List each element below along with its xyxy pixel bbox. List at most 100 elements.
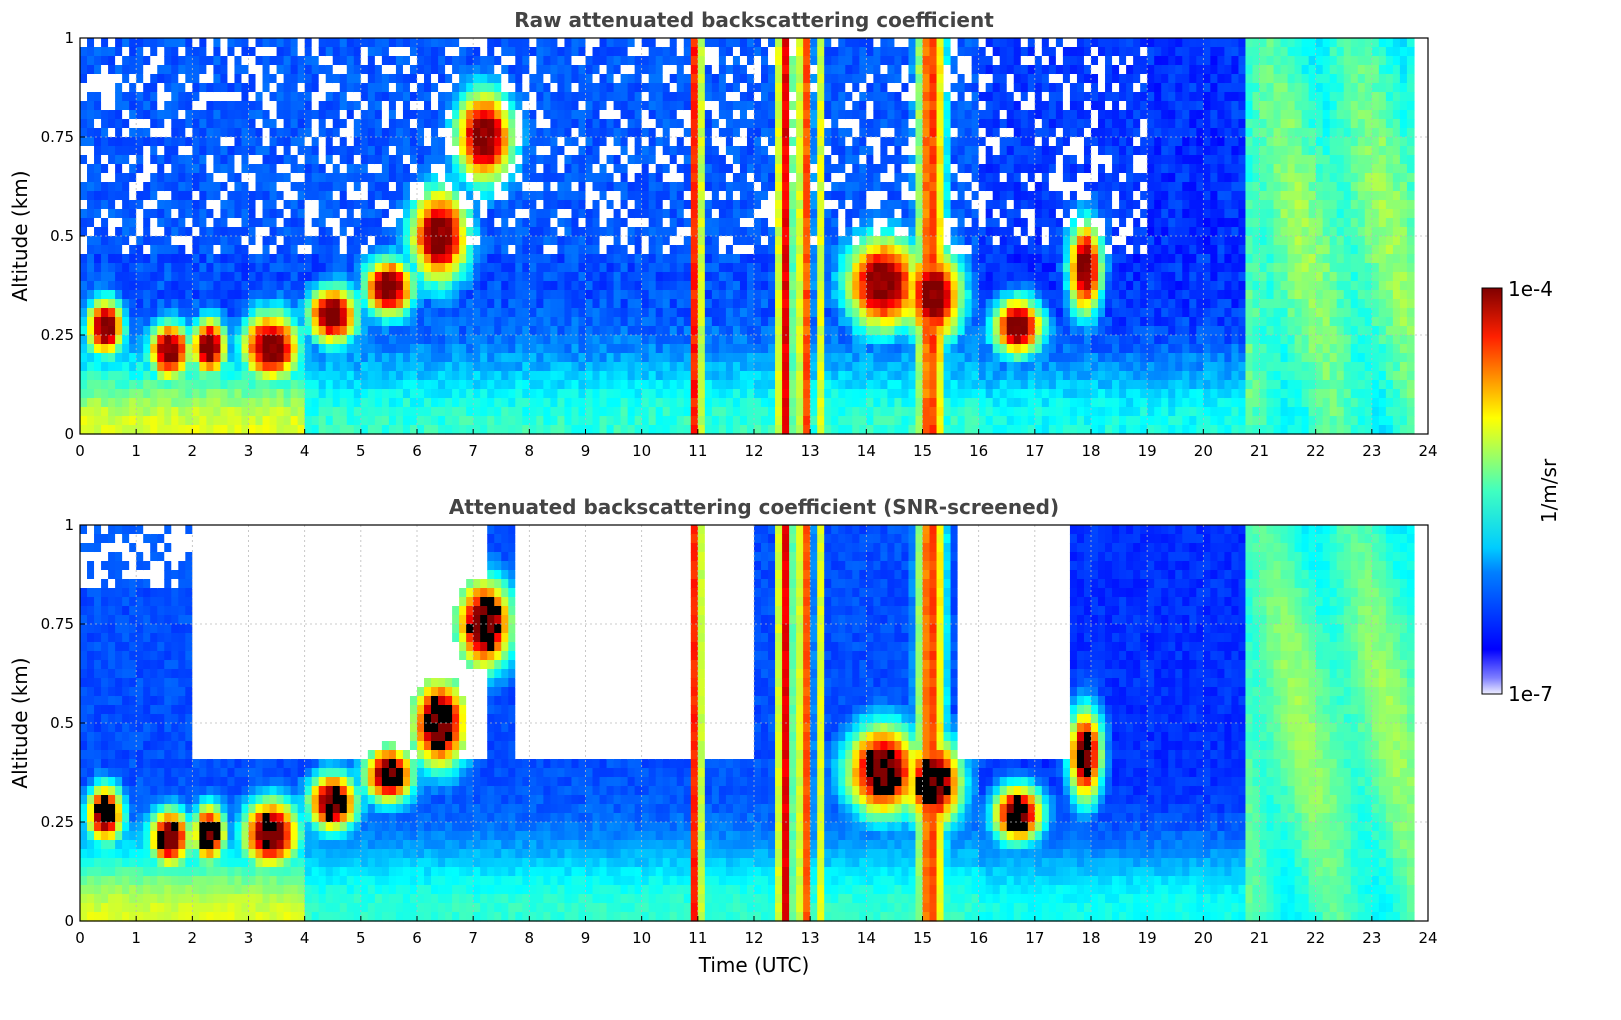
heatmap-cell <box>185 92 193 102</box>
heatmap-cell <box>395 110 404 120</box>
heatmap-cell <box>782 254 790 264</box>
heatmap-cell <box>438 92 446 102</box>
heatmap-cell <box>487 335 495 345</box>
heatmap-cell <box>683 344 692 354</box>
heatmap-cell <box>725 272 734 282</box>
heatmap-cell <box>332 209 341 219</box>
heatmap-cell <box>262 227 271 237</box>
heatmap-cell <box>206 371 214 381</box>
heatmap-cell <box>620 281 629 291</box>
heatmap-cell <box>409 47 418 57</box>
heatmap-cell <box>648 101 657 111</box>
heatmap-cell <box>775 263 783 273</box>
heatmap-cell <box>283 416 292 426</box>
heatmap-cell <box>775 254 783 264</box>
heatmap-cell <box>536 380 544 390</box>
heatmap-cell <box>515 245 523 255</box>
heatmap-cell <box>641 146 650 156</box>
heatmap-cell <box>718 308 727 318</box>
heatmap-cell <box>227 65 236 75</box>
heatmap-cell <box>810 146 818 156</box>
heatmap-cell <box>845 389 853 399</box>
heatmap-cell <box>332 92 341 102</box>
heatmap-cell <box>810 425 818 435</box>
heatmap-cell <box>578 416 587 426</box>
heatmap-cell <box>683 74 692 84</box>
heatmap-cell <box>866 281 874 291</box>
heatmap-cell <box>859 272 867 282</box>
heatmap-cell <box>782 290 790 300</box>
heatmap-cell <box>283 65 292 75</box>
heatmap-cell <box>402 272 411 282</box>
heatmap-cell <box>725 317 734 327</box>
heatmap-cell <box>543 236 551 246</box>
heatmap-cell <box>136 254 144 264</box>
heatmap-cell <box>859 38 867 48</box>
heatmap-cell <box>508 317 516 327</box>
heatmap-cell <box>690 236 699 246</box>
heatmap-cell <box>704 416 713 426</box>
heatmap-cell <box>466 74 474 84</box>
heatmap-cell <box>838 110 846 120</box>
heatmap-cell <box>761 425 769 435</box>
heatmap-cell <box>606 344 615 354</box>
heatmap-cell <box>592 344 601 354</box>
heatmap-cell <box>522 263 530 273</box>
heatmap-cell <box>557 263 566 273</box>
heatmap-cell <box>817 272 825 282</box>
heatmap-cell <box>613 308 622 318</box>
heatmap-cell <box>494 416 502 426</box>
heatmap-cell <box>395 128 404 138</box>
heatmap-cell <box>87 182 95 192</box>
heatmap-cell <box>431 254 439 264</box>
heatmap-cell <box>346 326 355 336</box>
heatmap-cell <box>613 344 622 354</box>
heatmap-cell <box>157 353 165 363</box>
heatmap-cell <box>297 380 306 390</box>
heatmap-cell <box>803 344 811 354</box>
heatmap-cell <box>101 101 109 111</box>
heatmap-cell <box>255 191 264 201</box>
heatmap-cell <box>87 398 95 408</box>
heatmap-cell <box>360 380 369 390</box>
heatmap-cell <box>459 407 467 417</box>
heatmap-cell <box>564 155 573 165</box>
heatmap-cell <box>662 380 671 390</box>
heatmap-cell <box>129 137 137 147</box>
heatmap-cell <box>171 182 179 192</box>
heatmap-cell <box>332 83 341 93</box>
heatmap-cell <box>438 371 446 381</box>
heatmap-cell <box>754 398 762 408</box>
heatmap-cell <box>234 272 243 282</box>
heatmap-cell <box>627 38 636 48</box>
heatmap-cell <box>725 56 734 66</box>
heatmap-cell <box>276 74 285 84</box>
heatmap-cell <box>417 335 425 345</box>
heatmap-cell <box>494 254 502 264</box>
heatmap-cell <box>739 74 748 84</box>
heatmap-cell <box>234 155 243 165</box>
heatmap-cell <box>501 398 509 408</box>
heatmap-cell <box>732 200 741 210</box>
heatmap-cell <box>859 263 867 273</box>
heatmap-cell <box>501 425 509 435</box>
heatmap-cell <box>697 128 706 138</box>
heatmap-cell <box>775 65 783 75</box>
heatmap-cell <box>592 308 601 318</box>
heatmap-cell <box>150 227 158 237</box>
heatmap-cell <box>571 92 580 102</box>
heatmap-cell <box>431 38 439 48</box>
heatmap-cell <box>669 110 678 120</box>
heatmap-cell <box>578 146 587 156</box>
heatmap-cell <box>845 83 853 93</box>
heatmap-cell <box>543 137 551 147</box>
heatmap-cell <box>395 281 404 291</box>
heatmap-cell <box>459 119 467 129</box>
heatmap-cell <box>599 65 608 75</box>
heatmap-cell <box>255 146 264 156</box>
heatmap-cell <box>487 299 495 309</box>
heatmap-cell <box>136 227 144 237</box>
heatmap-cell <box>459 182 467 192</box>
heatmap-cell <box>824 371 832 381</box>
heatmap-cell <box>304 200 313 210</box>
